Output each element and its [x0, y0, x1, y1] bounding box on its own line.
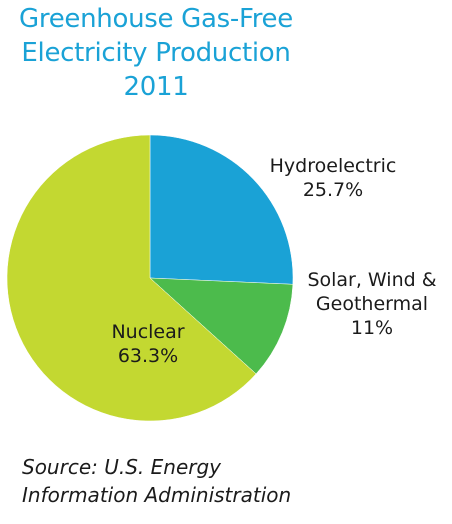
chart-title: Greenhouse Gas-Free Electricity Producti…	[0, 2, 312, 104]
slice-label-solar-value: 11%	[350, 317, 394, 339]
pie-slice-hydroelectric	[149, 134, 294, 285]
slice-label-solar-wind-geothermal: Solar, Wind & Geothermal 11%	[298, 268, 446, 340]
chart-title-line-1: Greenhouse Gas-Free	[19, 4, 293, 34]
slice-label-hydroelectric-name: Hydroelectric	[269, 155, 397, 177]
slice-label-solar-name-1: Solar, Wind &	[307, 269, 437, 291]
slice-label-hydroelectric: Hydroelectric 25.7%	[248, 154, 418, 202]
pie-slice-solar-wind-geothermal	[149, 277, 294, 375]
source-line-2: Information Administration	[22, 483, 292, 507]
chart-title-line-3: 2011	[123, 72, 189, 102]
slice-label-nuclear-name: Nuclear	[111, 321, 185, 343]
source-note: Source: U.S. Energy Information Administ…	[22, 453, 291, 509]
pie-slice-nuclear	[6, 134, 257, 422]
slice-label-nuclear-value: 63.3%	[117, 345, 179, 367]
slice-label-hydroelectric-value: 25.7%	[302, 179, 364, 201]
chart-title-line-2: Electricity Production	[21, 38, 291, 68]
slice-label-solar-name-2: Geothermal	[315, 293, 429, 315]
slice-label-nuclear: Nuclear 63.3%	[78, 320, 218, 368]
source-line-1: Source: U.S. Energy	[22, 455, 222, 479]
